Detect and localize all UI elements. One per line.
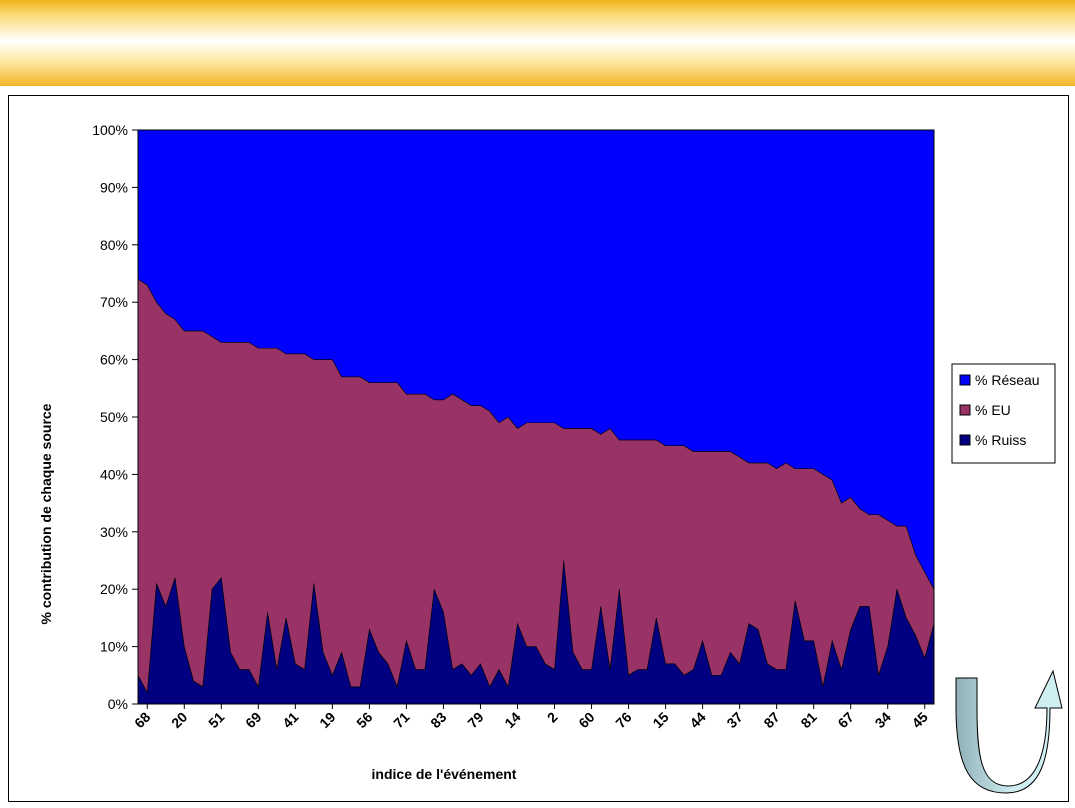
y-tick-label: 80% — [100, 237, 128, 253]
x-tick-label: 37 — [723, 709, 745, 731]
y-tick-label: 40% — [100, 466, 128, 482]
y-tick-label: 100% — [92, 122, 128, 138]
legend-swatch — [959, 374, 971, 386]
x-tick-label: 79 — [464, 709, 486, 731]
chart-frame: 0% 10% 20% 30% 40% 50% 60% 70% 80% 90% 100% 68 20 51… — [8, 95, 1069, 802]
legend-label: % Réseau — [975, 372, 1040, 388]
y-tick-label: 10% — [100, 639, 128, 655]
x-tick-label: 87 — [760, 709, 782, 731]
title-banner — [0, 0, 1075, 86]
x-tick-label: 41 — [279, 709, 301, 731]
x-tick-label: 51 — [205, 709, 227, 731]
u-turn-arrow-icon — [955, 669, 1063, 794]
y-tick-label: 20% — [100, 581, 128, 597]
y-tick-label: 50% — [100, 409, 128, 425]
y-tick-label: 70% — [100, 294, 128, 310]
y-tick-label: 30% — [100, 524, 128, 540]
legend-label: % EU — [975, 402, 1011, 418]
x-axis-label: indice de l'événement — [372, 766, 517, 782]
x-tick-label: 71 — [390, 709, 412, 731]
legend: % Réseau % EU % Ruiss — [951, 363, 1056, 464]
x-tick-label: 81 — [797, 709, 819, 731]
x-tick-label: 34 — [872, 709, 894, 731]
legend-swatch — [959, 404, 971, 416]
x-tick-label: 44 — [686, 709, 708, 731]
x-tick-label: 2 — [544, 709, 561, 726]
y-tick-label: 60% — [100, 352, 128, 368]
x-tick-label: 45 — [909, 709, 931, 731]
x-tick-label: 19 — [316, 709, 338, 731]
x-tick-label: 14 — [501, 709, 523, 731]
x-tick-label: 56 — [353, 709, 375, 731]
stacked-area-chart: 0% 10% 20% 30% 40% 50% 60% 70% 80% 90% 100% 68 20 51… — [38, 122, 1063, 794]
y-tick-label: 90% — [100, 179, 128, 195]
y-axis-label: % contribution de chaque source — [38, 403, 54, 624]
x-tick-label: 76 — [612, 709, 634, 731]
x-tick-label: 83 — [427, 709, 449, 731]
x-tick-label: 60 — [575, 709, 597, 731]
x-tick-label: 68 — [131, 709, 153, 731]
x-tick-label: 20 — [168, 709, 190, 731]
y-tick-label: 0% — [108, 696, 128, 712]
legend-swatch — [959, 434, 971, 446]
x-tick-label: 67 — [834, 709, 856, 731]
x-tick-label: 15 — [649, 709, 671, 731]
x-tick-label: 69 — [242, 709, 264, 731]
legend-label: % Ruiss — [975, 432, 1026, 448]
u-turn-arrow-body — [955, 669, 1063, 794]
